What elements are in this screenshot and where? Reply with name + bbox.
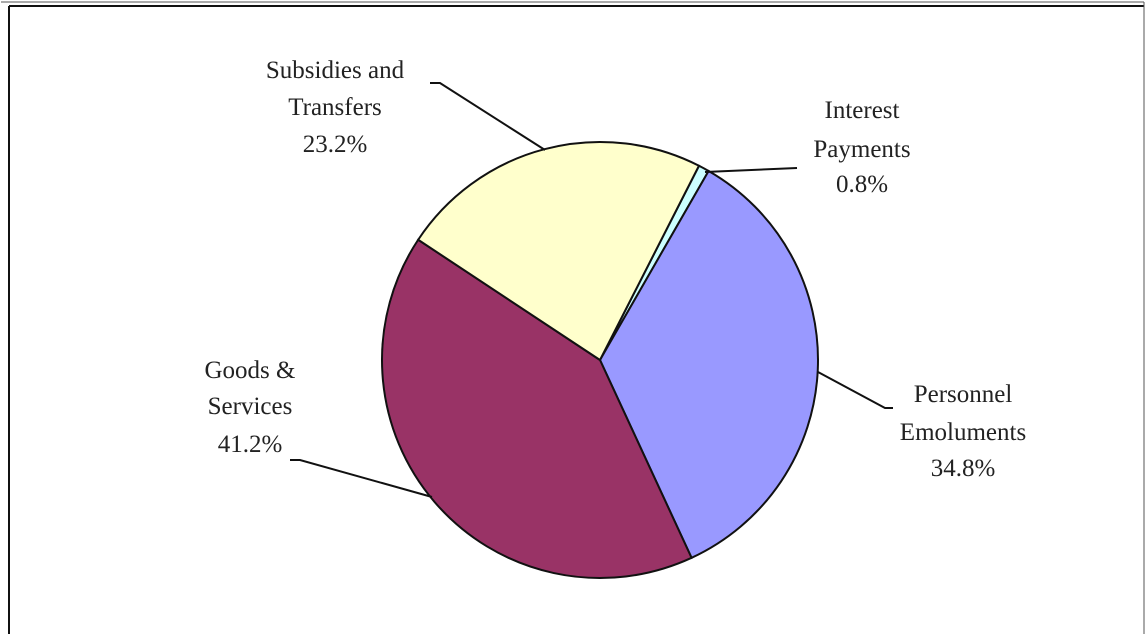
slice-label: Goods & Services — [205, 357, 296, 420]
slice-label-line: Goods & — [205, 357, 296, 384]
slice-label: Personnel Emoluments — [900, 381, 1026, 446]
slice-label-line: Transfers — [288, 94, 382, 121]
slice-label-line: Personnel — [914, 381, 1013, 408]
pie-slice — [598, 169, 819, 560]
leader-line — [817, 371, 893, 409]
slice-value-label: 34.8% — [931, 455, 996, 482]
slice-label-line: Payments — [813, 136, 910, 163]
leader-line — [290, 459, 433, 498]
leader-line — [430, 82, 546, 151]
slice-label-line: Services — [208, 393, 293, 420]
slice-value-label: 0.8% — [836, 171, 888, 198]
slice-label: Interest Payments — [813, 97, 910, 163]
slice-value-label: 41.2% — [218, 431, 283, 458]
slice-label: Subsidies and Transfers — [266, 57, 405, 121]
slice-value-label: 23.2% — [303, 131, 368, 158]
pie-slice — [381, 238, 693, 579]
slice-label-line: Interest — [825, 97, 900, 124]
slice-label-line: Subsidies and — [266, 57, 405, 84]
slice-label-line: Emoluments — [900, 419, 1026, 446]
leader-line — [704, 167, 798, 173]
